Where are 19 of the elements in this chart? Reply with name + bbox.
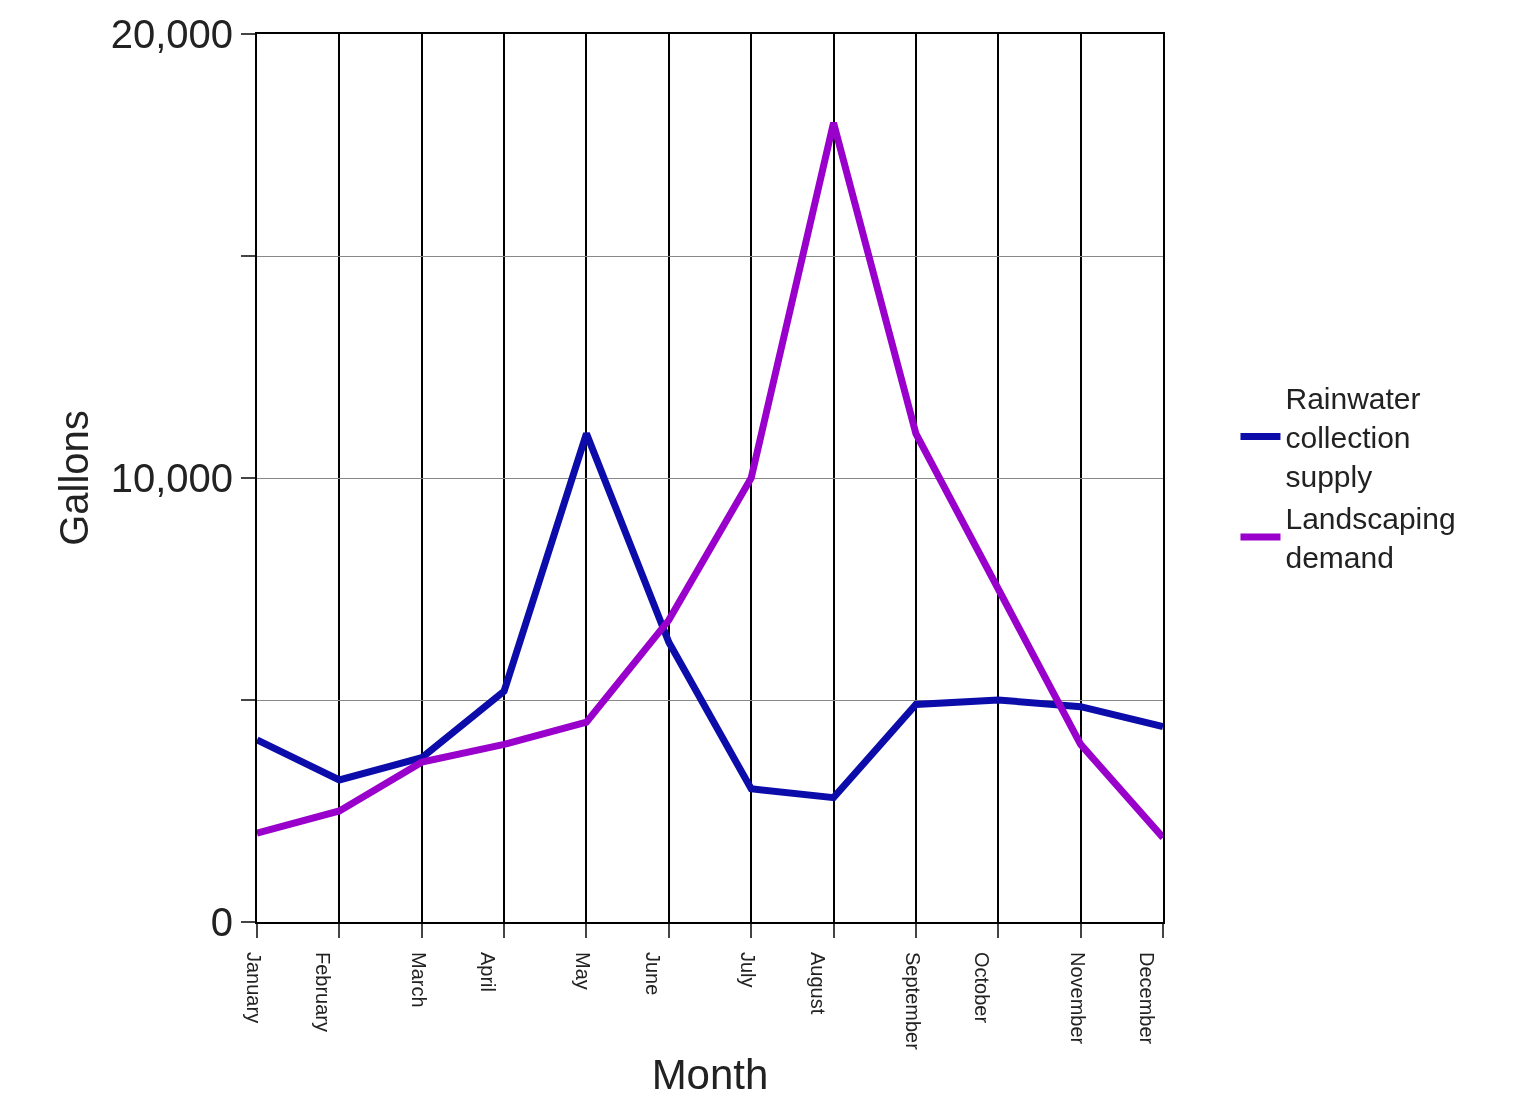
x-tick-label: November [1066,952,1089,1045]
x-tick-label: February [312,952,335,1033]
legend-label: Landscaping demand [1285,502,1456,575]
x-tick-label: July [737,952,760,988]
x-tick-label: May [572,952,595,990]
x-tick-label: September [901,952,924,1051]
x-tick-label: June [641,952,664,996]
x-tick-label: April [477,952,500,993]
x-tick-label: October [971,952,994,1024]
y-tick-label: 20,000 [110,12,233,56]
y-axis-title: Gallons [51,410,96,546]
y-tick-label: 10,000 [110,456,233,500]
x-tick-label: January [243,952,265,1024]
x-axis-title: Month [651,1050,769,1098]
x-tick-label: March [407,952,430,1008]
legend-label: Rainwater collection supply [1285,382,1421,494]
x-tick-label: August [806,952,829,1015]
y-tick-label: 0 [210,900,233,944]
x-tick-label: December [1136,952,1158,1045]
